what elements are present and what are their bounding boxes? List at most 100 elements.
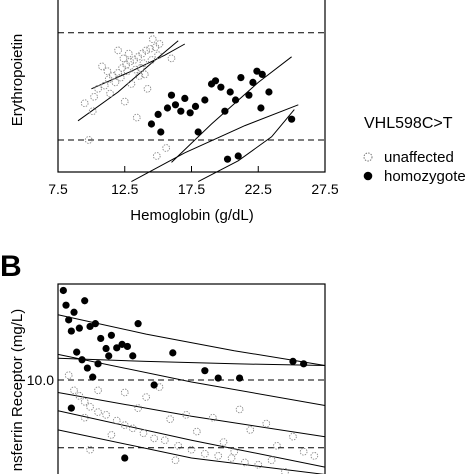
panel-b-point-homozygote bbox=[70, 308, 78, 316]
panel-b-point-unaffected bbox=[254, 460, 263, 469]
panel-a-point-unaffected bbox=[108, 72, 117, 80]
panel-b-point-homozygote bbox=[65, 316, 73, 324]
panel-b-point-homozygote bbox=[59, 286, 67, 295]
panel-a-fit-line bbox=[77, 40, 179, 122]
panel-a-point-unaffected bbox=[119, 54, 128, 63]
panel-b-point-unaffected bbox=[128, 424, 137, 433]
panel-b-point-unaffected bbox=[139, 429, 148, 438]
panel-a-x-tick-label: 12.5 bbox=[111, 181, 138, 197]
panel-b-point-homozygote bbox=[67, 404, 75, 412]
panel-a-point-unaffected bbox=[88, 107, 97, 116]
panel-b-point-homozygote bbox=[86, 322, 94, 331]
panel-a-point-unaffected bbox=[146, 44, 154, 53]
panel-a-point-unaffected bbox=[140, 70, 149, 79]
panel-a-x-tick-label: 22.5 bbox=[245, 181, 272, 197]
panel-b-point-unaffected bbox=[64, 371, 73, 380]
panel-b-reference-lines bbox=[58, 379, 325, 449]
panel-b-point-unaffected bbox=[80, 413, 89, 422]
panel-b-frame bbox=[57, 283, 326, 474]
legend-title: VHL598C>T bbox=[364, 115, 453, 132]
panel-b-point-unaffected bbox=[182, 411, 191, 419]
panel-a-point-homozygote bbox=[258, 70, 266, 78]
panel-b-point-unaffected bbox=[112, 416, 121, 425]
panel-a-point-unaffected bbox=[147, 56, 156, 64]
panel-a-point-homozygote bbox=[171, 101, 180, 109]
panel-b-point-homozygote bbox=[62, 301, 70, 309]
panel-a-point-homozygote bbox=[201, 96, 209, 104]
panel-a-x-tick-label: 17.5 bbox=[178, 181, 205, 197]
panel-b-fit-line bbox=[57, 392, 326, 438]
panel-a-fit-line bbox=[197, 109, 295, 183]
panel-b-fit-line bbox=[57, 429, 326, 474]
panel-b-y-tick-label: 10.0 bbox=[27, 372, 54, 388]
panel-b-fit-line bbox=[57, 410, 326, 468]
panel-b-point-unaffected bbox=[201, 449, 209, 458]
panel-b-point-unaffected bbox=[94, 408, 102, 416]
panel-a-point-unaffected bbox=[127, 80, 136, 88]
panel-b-point-homozygote bbox=[107, 331, 115, 339]
legend: VHL598C>T unaffected homozygote bbox=[363, 115, 466, 185]
legend-label-unaffected: unaffected bbox=[384, 149, 454, 166]
panel-a-point-homozygote bbox=[265, 88, 273, 96]
panel-a-point-homozygote bbox=[217, 83, 225, 91]
panel-a-x-tick-label: 27.5 bbox=[311, 181, 338, 197]
panel-b-point-homozygote bbox=[91, 320, 99, 328]
panel-b-point-unaffected bbox=[166, 415, 174, 423]
panel-a-point-unaffected bbox=[124, 49, 133, 58]
panel-a-x-tick-label: 7.5 bbox=[48, 181, 68, 197]
panel-b-point-unaffected bbox=[241, 458, 249, 467]
panel-a-point-unaffected bbox=[80, 99, 89, 108]
panel-a-point-unaffected bbox=[123, 67, 132, 76]
panel-b-point-homozygote bbox=[129, 352, 137, 360]
panel-a-point-homozygote bbox=[234, 152, 242, 160]
panel-a-point-homozygote bbox=[288, 115, 296, 123]
panel-b-point-homozygote bbox=[235, 374, 244, 382]
panel-a-point-unaffected bbox=[139, 59, 148, 68]
panel-b-letter: B bbox=[0, 250, 22, 283]
panel-a-point-unaffected bbox=[135, 72, 144, 80]
panel-a-point-unaffected bbox=[114, 46, 122, 55]
panel-a-point-homozygote bbox=[249, 78, 257, 86]
panel-a-y-axis-label: Erythropoietin bbox=[9, 34, 26, 127]
panel-a-point-homozygote bbox=[186, 109, 194, 117]
panel-b-point-unaffected bbox=[86, 402, 94, 411]
panel-b-point-homozygote bbox=[105, 352, 113, 360]
panel-b-point-homozygote bbox=[169, 349, 177, 357]
panel-a-x-axis-label: Hemoglobin (g/dL) bbox=[130, 207, 253, 224]
panel-b-point-unaffected bbox=[192, 427, 201, 436]
panel-b-point-unaffected bbox=[214, 452, 223, 460]
panel-b-point-unaffected bbox=[150, 434, 158, 443]
legend-label-homozygote: homozygote bbox=[384, 168, 466, 185]
panel-b-fit-line bbox=[57, 353, 326, 406]
panel-b-point-homozygote bbox=[134, 320, 142, 328]
panel-a-point-homozygote bbox=[147, 120, 156, 128]
panel-b-y-axis-label: nsferrin Receptor (mg/L) bbox=[9, 309, 26, 472]
panel-b-point-unaffected bbox=[75, 392, 84, 400]
panel-b-point-unaffected bbox=[187, 445, 196, 454]
panel-b-point-unaffected bbox=[267, 456, 276, 465]
panel-b-point-unaffected bbox=[299, 447, 308, 456]
panel-b-points bbox=[59, 286, 319, 474]
panel-b-point-unaffected bbox=[289, 432, 297, 441]
panel-a-point-unaffected bbox=[152, 152, 161, 160]
panel-a-point-homozygote bbox=[167, 91, 176, 99]
panel-a-fit-line bbox=[91, 43, 186, 90]
panel-a-point-unaffected bbox=[148, 35, 157, 44]
panel-a-point-homozygote bbox=[226, 88, 234, 96]
panel-a-point-unaffected bbox=[120, 97, 129, 106]
panel-b-fit-line bbox=[57, 314, 326, 366]
panel-b-point-unaffected bbox=[227, 454, 236, 462]
panel-a-point-homozygote bbox=[245, 91, 253, 99]
panel-b-point-unaffected bbox=[219, 438, 228, 446]
panel-b-point-unaffected bbox=[281, 468, 289, 474]
panel-b-point-unaffected bbox=[94, 386, 102, 395]
panel-b-point-unaffected bbox=[155, 383, 164, 391]
panel-a-point-unaffected bbox=[136, 64, 145, 72]
panel-b-point-homozygote bbox=[113, 344, 121, 352]
panel-a-point-unaffected bbox=[111, 78, 120, 87]
panel-a-point-unaffected bbox=[103, 67, 112, 76]
panel-a-point-unaffected bbox=[90, 92, 98, 101]
panel-b-point-homozygote bbox=[201, 367, 209, 375]
panel-a-point-homozygote bbox=[257, 104, 265, 112]
